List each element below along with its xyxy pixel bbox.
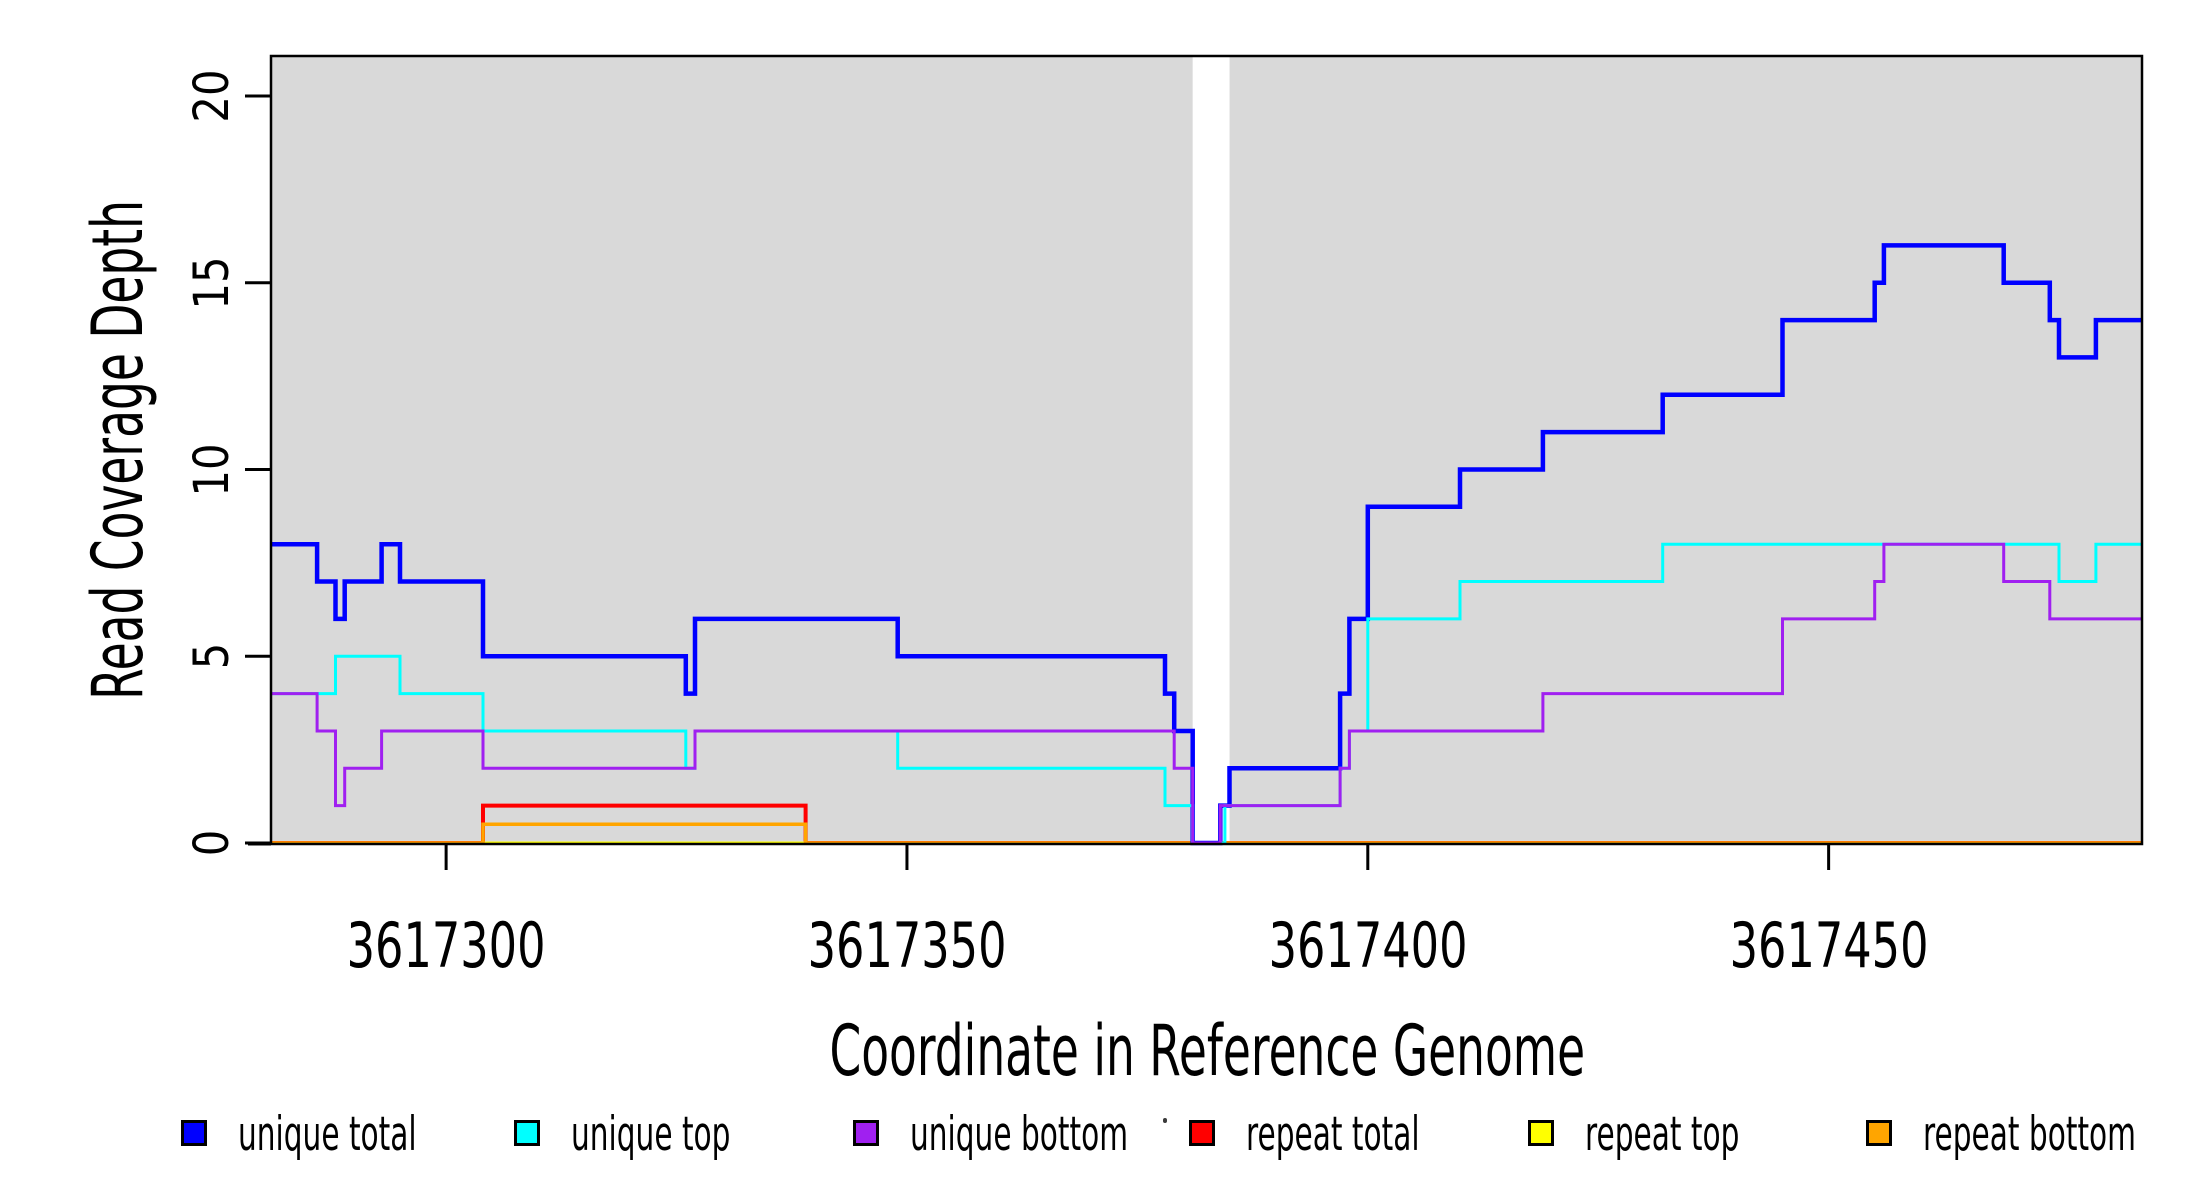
y-axis-title: Read Coverage Depth	[77, 200, 159, 700]
stray-mark	[1163, 1118, 1167, 1123]
series-unique-bottom	[271, 542, 2142, 845]
x-tick-label: 3617450	[1729, 909, 1929, 982]
y-tick-label: 20	[184, 69, 240, 123]
y-tick-label: 10	[184, 442, 240, 497]
x-tick-label: 3617350	[807, 909, 1007, 982]
legend-color-swatch	[1189, 1120, 1215, 1146]
y-tick-label: 5	[184, 642, 240, 670]
legend-color-swatch	[514, 1120, 540, 1146]
legend-color-swatch	[853, 1120, 879, 1146]
legend-color-swatch	[1866, 1120, 1892, 1146]
legend-label: unique top	[571, 1107, 731, 1162]
x-axis-title: Coordinate in Reference Genome	[829, 1010, 1585, 1092]
y-tick-label: 15	[184, 256, 240, 310]
legend-label: repeat total	[1246, 1107, 1420, 1162]
legend-label: unique bottom	[910, 1107, 1129, 1162]
plot-border	[269, 54, 2144, 846]
series-unique-total	[271, 243, 2142, 846]
legend-label: repeat bottom	[1923, 1107, 2137, 1162]
y-tick-label: 0	[184, 829, 240, 857]
x-tick-label: 3617400	[1268, 909, 1468, 982]
legend-color-swatch	[1528, 1120, 1554, 1146]
legend-color-swatch	[181, 1120, 207, 1146]
legend-label: repeat top	[1585, 1107, 1740, 1162]
legend-label: unique total	[238, 1107, 417, 1162]
x-tick-label: 3617300	[346, 909, 546, 982]
no-data-gap-band	[1192, 57, 1230, 843]
